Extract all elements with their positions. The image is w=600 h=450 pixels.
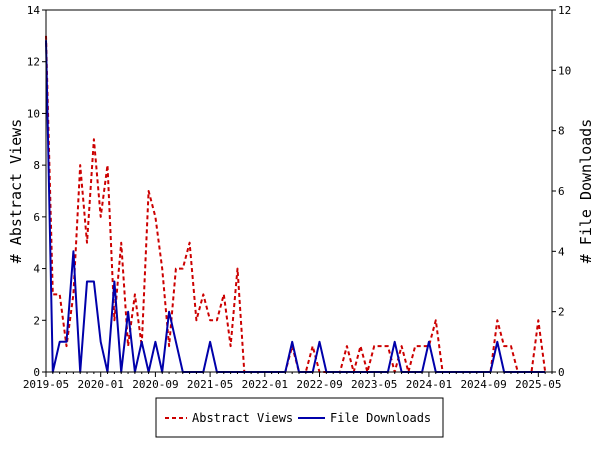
x-tick-label: 2019-05 bbox=[23, 378, 69, 391]
x-tick-label: 2024-09 bbox=[460, 378, 506, 391]
y-axis-right-title: # File Downloads bbox=[577, 119, 595, 264]
x-tick-label: 2025-05 bbox=[515, 378, 561, 391]
x-tick-label: 2020-09 bbox=[132, 378, 178, 391]
legend: Abstract Views File Downloads bbox=[155, 397, 444, 438]
x-tick-label: 2022-01 bbox=[242, 378, 288, 391]
x-tick-label: 2022-09 bbox=[296, 378, 342, 391]
y-right-tick-label: 4 bbox=[558, 245, 565, 258]
y-right-tick-label: 12 bbox=[558, 4, 571, 17]
y-left-tick-label: 0 bbox=[33, 366, 40, 379]
y-left-tick-label: 10 bbox=[27, 107, 40, 120]
y-right-tick-label: 8 bbox=[558, 125, 565, 138]
x-tick-label: 2020-01 bbox=[78, 378, 124, 391]
legend-label-abstract-views: Abstract Views bbox=[192, 411, 293, 425]
y-left-tick-label: 2 bbox=[33, 314, 40, 327]
x-tick-label: 2023-05 bbox=[351, 378, 397, 391]
y-right-tick-label: 6 bbox=[558, 185, 565, 198]
plot-area bbox=[45, 35, 547, 373]
y-axis-left-title: # Abstract Views bbox=[7, 119, 25, 264]
y-right-tick-label: 0 bbox=[558, 366, 565, 379]
y-right-tick-label: 2 bbox=[558, 306, 565, 319]
y-left-tick-label: 14 bbox=[27, 4, 41, 17]
plot-frame bbox=[45, 9, 553, 373]
series-line-file-downloads bbox=[45, 40, 546, 373]
series-line-abstract-views bbox=[45, 35, 547, 373]
y-right-tick-label: 10 bbox=[558, 64, 571, 77]
x-tick-label: 2024-01 bbox=[406, 378, 452, 391]
y-left-tick-label: 8 bbox=[33, 159, 40, 172]
x-tick-label: 2021-05 bbox=[187, 378, 233, 391]
y-left-tick-label: 12 bbox=[27, 56, 40, 69]
y-left-tick-label: 4 bbox=[33, 263, 40, 276]
y-left-tick-label: 6 bbox=[33, 211, 40, 224]
legend-label-file-downloads: File Downloads bbox=[330, 411, 431, 425]
axes: 0 2 4 6 8 10 12 14 0 2 4 6 8 10 12 2019-05 2020-01 2020-0… bbox=[23, 4, 571, 391]
